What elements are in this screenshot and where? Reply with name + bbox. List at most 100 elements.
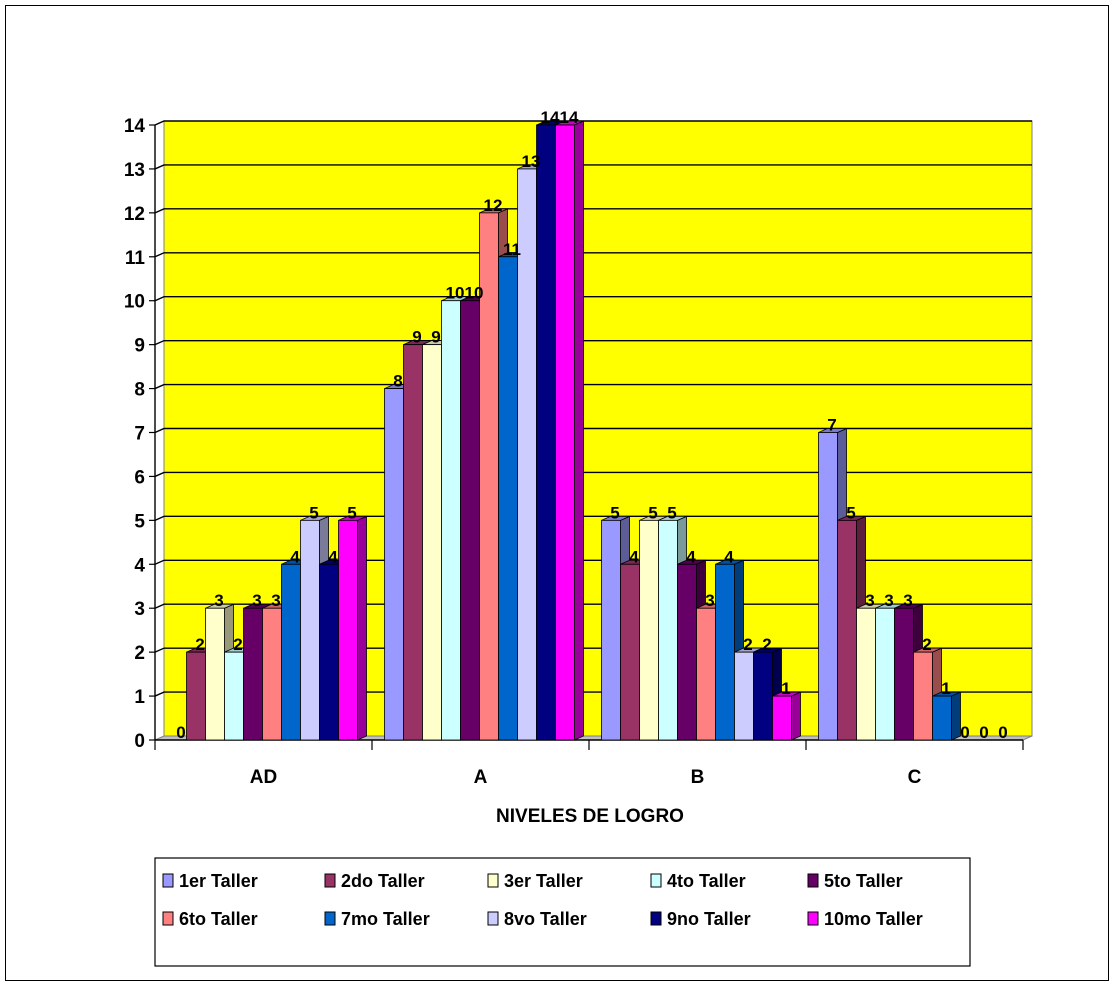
bar-front — [422, 344, 442, 741]
data-label: 5 — [309, 503, 318, 522]
bar-front — [658, 519, 678, 741]
legend-item: 3er Taller — [487, 871, 583, 891]
gridline — [154, 339, 1032, 346]
data-label: 5 — [846, 503, 855, 522]
legend-item: 4to Taller — [650, 871, 746, 891]
legend-label: 2do Taller — [341, 871, 425, 891]
bar — [932, 691, 961, 741]
gridline — [154, 120, 1032, 126]
bar-front — [338, 519, 358, 741]
legend-label: 6to Taller — [179, 909, 258, 929]
legend-swatch — [487, 873, 499, 888]
bar-front — [281, 563, 301, 741]
data-label: 5 — [610, 503, 619, 522]
data-label: 3 — [214, 591, 223, 610]
data-label: 0 — [176, 723, 185, 742]
gridline — [154, 427, 1032, 434]
bar-side — [951, 691, 961, 741]
bar-front — [913, 651, 933, 741]
legend-swatch — [807, 873, 819, 888]
legend-item: 8vo Taller — [487, 909, 587, 929]
data-label: 0 — [979, 723, 988, 742]
y-tick-label: 12 — [124, 204, 145, 225]
x-tick-label: C — [908, 767, 922, 788]
bar-front — [319, 563, 339, 741]
data-label: 3 — [705, 591, 714, 610]
legend-label: 10mo Taller — [824, 909, 923, 929]
data-label: 3 — [903, 591, 912, 610]
bar-front — [403, 344, 423, 741]
legend-swatch — [487, 911, 499, 926]
data-label: 7 — [827, 416, 836, 435]
data-label: 9 — [412, 328, 421, 347]
bar-front — [441, 300, 461, 741]
bar-front — [300, 519, 320, 741]
bar-front — [620, 563, 640, 741]
legend: 1er Taller 2do Taller 3er Taller 4to Taller… — [154, 857, 971, 967]
legend-swatch — [162, 911, 174, 926]
data-label: 0 — [998, 723, 1007, 742]
data-label: 14 — [541, 108, 560, 127]
bar-front — [186, 651, 206, 741]
data-label: 3 — [865, 591, 874, 610]
data-label: 4 — [290, 547, 300, 566]
bar-front — [875, 607, 895, 741]
data-label: 5 — [648, 503, 657, 522]
data-label: 4 — [328, 547, 338, 566]
data-label: 3 — [271, 591, 280, 610]
bar — [894, 603, 923, 741]
data-label: 4 — [629, 547, 639, 566]
bar-front — [856, 607, 876, 741]
bar — [772, 691, 801, 741]
data-label: 2 — [922, 635, 931, 654]
legend-swatch — [324, 873, 336, 888]
gridline — [154, 208, 1032, 214]
bar-front — [677, 563, 697, 741]
data-label: 3 — [884, 591, 893, 610]
legend-item: 6to Taller — [162, 909, 258, 929]
bar-front — [555, 124, 575, 741]
bar — [338, 515, 367, 741]
y-tick-label: 14 — [124, 116, 146, 137]
bar-front — [639, 519, 659, 741]
legend-label: 1er Taller — [179, 871, 258, 891]
bar-side — [574, 120, 584, 741]
y-tick-label: 11 — [125, 248, 146, 269]
bar-front — [243, 607, 263, 741]
y-tick-label: 7 — [134, 424, 145, 445]
bar-front — [894, 607, 914, 741]
data-label: 2 — [743, 635, 752, 654]
bar-front — [536, 124, 556, 741]
y-tick-label: 2 — [134, 643, 145, 664]
legend-item: 7mo Taller — [324, 909, 430, 929]
y-tick-label: 6 — [134, 467, 145, 488]
x-tick-label: B — [691, 767, 705, 788]
legend-swatch — [324, 911, 336, 926]
bar-front — [772, 695, 792, 741]
y-tick-label: 4 — [134, 555, 145, 576]
y-tick-label: 5 — [134, 511, 145, 532]
x-tick-label: AD — [250, 767, 277, 788]
legend-item: 5to Taller — [807, 871, 903, 891]
data-label: 0 — [960, 723, 969, 742]
y-tick-label: 8 — [134, 380, 145, 401]
data-label: 2 — [762, 635, 771, 654]
legend-item: 2do Taller — [324, 871, 425, 891]
legend-label: 7mo Taller — [341, 909, 430, 929]
bar-front — [262, 607, 282, 741]
bar-front — [753, 651, 773, 741]
bar-front — [601, 519, 621, 741]
bar-front — [837, 519, 857, 741]
data-label: 11 — [503, 240, 521, 259]
y-tick-label: 10 — [124, 292, 145, 313]
bar-front — [818, 432, 838, 741]
gridline — [154, 383, 1032, 390]
legend-item: 1er Taller — [162, 871, 258, 891]
legend-label: 5to Taller — [824, 871, 903, 891]
gridline — [154, 296, 1032, 302]
data-label: 9 — [431, 328, 440, 347]
data-label: 1 — [941, 679, 950, 698]
data-label: 2 — [233, 635, 242, 654]
x-tick-label: A — [474, 767, 488, 788]
